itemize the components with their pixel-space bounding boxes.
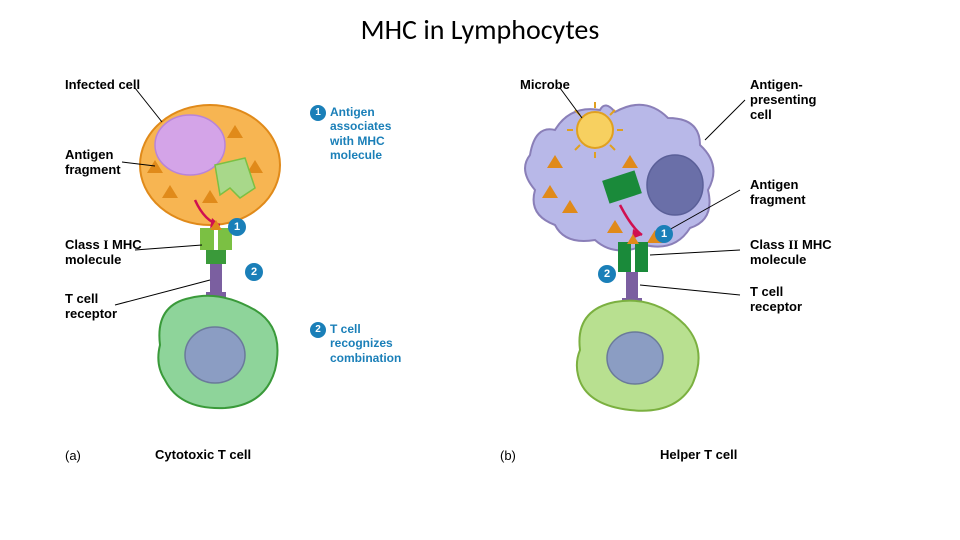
leader-mhc1	[135, 245, 202, 250]
label-microbe: Microbe	[520, 78, 570, 93]
label-class: Class	[65, 237, 103, 252]
step2-circle-b: 2	[598, 265, 616, 283]
apc-cell	[525, 102, 713, 250]
label-antigen-fragment-b: Antigen fragment	[750, 178, 806, 208]
label-antigen-fragment-a: Antigen fragment	[65, 148, 121, 178]
label-class-b: Class	[750, 237, 788, 252]
roman-two: II	[788, 237, 798, 252]
tcr-a	[206, 264, 226, 300]
label-class1-mhc: Class I MHCmolecule	[65, 238, 142, 268]
helper-tcell	[577, 301, 699, 411]
step2-label: T cell recognizes combination	[330, 322, 401, 365]
leader-apc	[705, 100, 745, 140]
step1-circle-a: 1	[228, 218, 246, 236]
step2-inline-num: 2	[310, 322, 326, 338]
label-tcr-a: T cell receptor	[65, 292, 117, 322]
label-infected-cell: Infected cell	[65, 78, 140, 93]
leader-infected	[135, 88, 162, 122]
infected-cell	[140, 105, 280, 225]
step1-inline-num: 1	[310, 105, 326, 121]
panel-b-letter: (b)	[500, 448, 516, 463]
label-helper: Helper T cell	[660, 448, 737, 463]
cytotoxic-tcell	[158, 296, 277, 408]
leader-mhc2	[650, 250, 740, 255]
label-apc: Antigen- presenting cell	[750, 78, 816, 123]
step1-text: 1Antigen associates with MHC molecule	[310, 105, 391, 163]
step2-circle-a: 2	[245, 263, 263, 281]
leader-tcr-b	[640, 285, 740, 295]
page-title: MHC in Lymphocytes	[0, 12, 960, 47]
step2-text: 2T cell recognizes combination	[310, 322, 401, 365]
label-cytotoxic: Cytotoxic T cell	[155, 448, 251, 463]
label-class2-mhc: Class II MHCmolecule	[750, 238, 832, 268]
panel-a-letter: (a)	[65, 448, 81, 463]
step1-label: Antigen associates with MHC molecule	[330, 105, 391, 163]
step1-circle-b: 1	[655, 225, 673, 243]
label-tcr-b: T cell receptor	[750, 285, 802, 315]
diagram-container: Infected cell Antigen fragment Class I M…	[60, 70, 900, 510]
